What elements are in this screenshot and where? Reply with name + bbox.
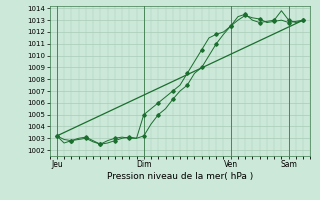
X-axis label: Pression niveau de la mer( hPa ): Pression niveau de la mer( hPa ) <box>107 172 253 181</box>
